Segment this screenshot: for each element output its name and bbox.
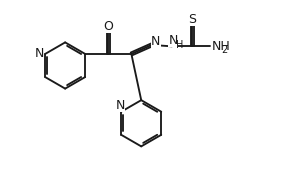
Text: N: N bbox=[168, 34, 178, 47]
Text: H: H bbox=[176, 41, 184, 51]
Text: N: N bbox=[116, 99, 125, 112]
Text: S: S bbox=[188, 13, 196, 25]
Text: O: O bbox=[103, 20, 113, 33]
Text: NH: NH bbox=[212, 40, 231, 53]
Text: 2: 2 bbox=[221, 45, 228, 55]
Text: N: N bbox=[151, 35, 160, 48]
Text: N: N bbox=[34, 47, 44, 60]
